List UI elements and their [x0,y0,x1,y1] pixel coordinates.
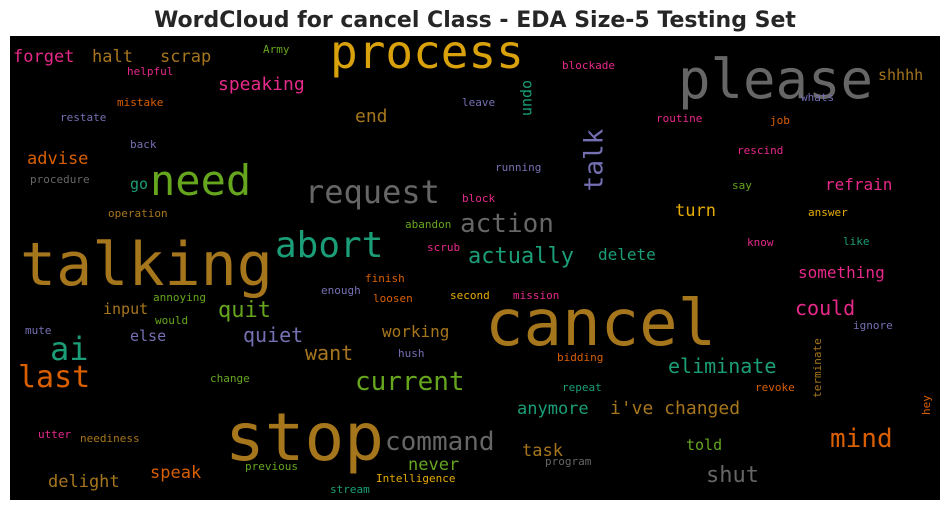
word: anymore [517,399,589,419]
word: block [462,192,495,205]
word: would [155,314,188,327]
word: terminate [811,338,824,398]
word: refrain [825,175,892,194]
word: mission [513,289,559,302]
word: job [770,114,790,127]
word: scrub [427,241,460,254]
word: end [355,106,388,127]
word: shut [706,463,759,488]
word: blockade [562,59,615,72]
word: speaking [218,74,305,95]
word: Intelligence [376,472,455,485]
word: program [545,455,592,468]
word: neediness [80,432,140,445]
word: abandon [405,218,451,231]
word: speak [150,463,201,483]
word: want [305,341,353,365]
word: ai [50,330,89,368]
word: actually [468,244,574,269]
word: forget [13,47,74,67]
word: scrap [160,47,211,67]
word: talking [20,230,273,300]
word: action [460,209,554,239]
word: loosen [373,292,413,305]
word: running [495,161,541,174]
chart-title: WordCloud for cancel Class - EDA Size-5 … [154,8,796,33]
word: current [355,367,465,397]
word: stream [330,483,370,496]
word: previous [245,460,298,473]
word: ignore [853,319,893,332]
word: restate [60,111,106,124]
word: like [843,235,870,248]
word: second [450,289,490,302]
word: advise [27,149,88,169]
word: told [686,436,722,454]
word: annoying [153,291,206,304]
word: abort [275,225,383,266]
word: leave [462,96,495,109]
word: something [798,263,885,282]
word: shhhh [878,66,923,84]
word: rescind [737,144,783,157]
word: process [330,25,524,79]
word: last [18,360,90,395]
word: mistake [117,96,163,109]
word: go [130,175,148,193]
word: revoke [755,381,795,394]
word: could [795,296,855,320]
word: undo [518,80,536,116]
word: helpful [127,65,173,78]
word: else [130,327,166,345]
word: command [385,427,495,457]
word: never [408,455,459,475]
word: repeat [562,381,602,394]
word: delete [598,245,656,264]
word: stop [225,399,384,476]
word: know [747,236,774,249]
word: mind [830,424,893,454]
word: answer [808,206,848,219]
word: bidding [557,351,603,364]
word: task [522,441,563,461]
word: finish [365,272,405,285]
word: cancel [485,287,716,361]
word: delight [48,472,120,492]
word: eliminate [668,354,776,378]
word: quit [218,298,271,323]
word: Army [263,43,290,56]
word: input [103,300,148,318]
word: i've changed [610,398,740,419]
word: back [130,138,157,151]
word: hush [398,347,425,360]
word: operation [108,207,168,220]
word: say [732,179,752,192]
word: quiet [243,323,303,347]
word: whats [801,91,834,104]
word: request [305,173,440,211]
word: enough [321,284,361,297]
word: hey [920,395,933,415]
word: turn [675,201,716,221]
word: procedure [30,173,90,186]
word: talk [580,128,610,191]
word: utter [38,428,71,441]
word: please [678,48,873,111]
word: halt [92,47,133,67]
word: routine [656,112,702,125]
word: working [382,322,449,341]
word: need [150,156,251,205]
word: change [210,372,250,385]
cloud-background [10,36,940,500]
word: mute [25,324,52,337]
